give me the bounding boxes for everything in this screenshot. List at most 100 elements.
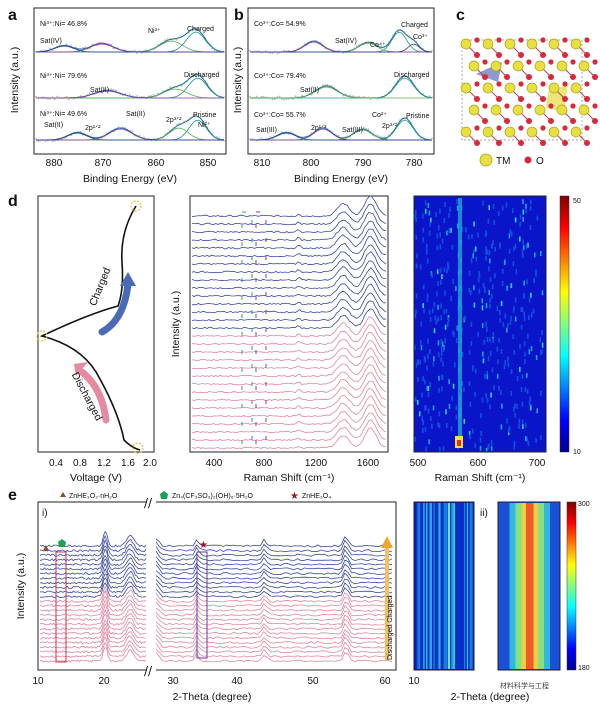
map-speckle (414, 313, 417, 319)
xps-component-peak (250, 132, 432, 141)
o-atom (496, 140, 502, 146)
map-column (469, 503, 471, 669)
legend-o-swatch (523, 155, 533, 165)
map-speckle (527, 440, 530, 446)
side-arrow (381, 536, 393, 548)
map-speckle (521, 401, 524, 407)
map-speckle (426, 365, 428, 371)
highlight-box-1 (55, 551, 67, 663)
map-speckle (491, 284, 494, 290)
map-speckle (511, 207, 514, 213)
tm-atom (548, 38, 560, 50)
map-speckle (427, 408, 430, 414)
map-speckle (456, 199, 458, 204)
map-speckle (455, 414, 458, 420)
map-speckle (414, 344, 416, 350)
map-speckle (499, 317, 501, 323)
o-atom (592, 118, 598, 124)
map-column (426, 503, 428, 669)
map-column (421, 503, 424, 669)
map-speckle (522, 209, 525, 215)
xrd-pattern-line (39, 585, 147, 603)
map-speckle (415, 210, 417, 216)
voltage-xtick-0.4: 0.4 (49, 458, 63, 469)
o-atom (496, 52, 502, 58)
xps-data-point (194, 113, 197, 116)
tm-atom (578, 104, 590, 116)
map-speckle (514, 217, 517, 223)
map-speckle (471, 428, 474, 434)
raman-spectra (191, 195, 387, 450)
map-speckle (532, 308, 535, 314)
map-speckle (509, 319, 512, 325)
map-speckle (523, 311, 526, 317)
xrd-pattern-line (40, 573, 147, 590)
map-speckle (480, 430, 482, 436)
map-speckle (432, 405, 435, 411)
map-speckle (426, 249, 428, 255)
map-speckle (501, 205, 504, 211)
map-speckle (541, 349, 543, 355)
map-speckle (482, 351, 484, 357)
xps-component-peak (36, 31, 225, 53)
xrd-pattern-line (155, 559, 393, 571)
xrd-pattern-line (39, 595, 147, 613)
map-speckle (448, 228, 451, 234)
map-speckle (486, 326, 488, 332)
map-speckle (480, 413, 482, 419)
map-column (502, 503, 504, 669)
voltage-frame (37, 195, 155, 453)
xps-data-point (271, 52, 274, 55)
charge-arrowhead (120, 272, 136, 286)
o-atom (562, 52, 568, 58)
xps-data-point (260, 95, 263, 98)
side-label: Discharged Charged (387, 596, 394, 660)
xrd-pattern-line (39, 539, 147, 557)
voltage-marker (130, 200, 142, 212)
map-speckle (485, 246, 487, 251)
xrd-pattern-line (39, 599, 147, 617)
xps-component-peak (36, 90, 224, 99)
xps-data-point (301, 94, 304, 97)
o-atom (526, 74, 532, 80)
map-speckle (448, 317, 450, 323)
map-speckle (427, 338, 429, 344)
xrd-pattern-line (39, 626, 147, 645)
xrd-patterns (39, 530, 393, 663)
map-speckle (526, 279, 528, 285)
map-speckle (514, 403, 516, 409)
xrd-pattern-line (155, 614, 393, 626)
map-speckle (427, 391, 430, 397)
map-column (423, 503, 425, 669)
xps-data-point (378, 135, 381, 138)
map-speckle (416, 399, 419, 405)
map-xtick-500: 500 (410, 458, 427, 469)
map-speckle (461, 381, 464, 386)
o-atom (570, 118, 576, 124)
o-atom (548, 74, 554, 80)
panel-a-row1-ratio: Ni³⁺:Ni= 46.8% (40, 21, 87, 28)
map-speckle (472, 253, 474, 259)
xps-data-point (176, 123, 178, 126)
map-speckle (446, 423, 448, 428)
map-speckle (523, 316, 526, 322)
raman-heatmap (414, 198, 544, 453)
map-speckle (479, 437, 482, 443)
map-speckle (526, 437, 528, 443)
map-speckle (422, 303, 424, 309)
raman-ylabel: Intensity (a.u.) (170, 291, 182, 358)
xps-data-point (79, 130, 82, 133)
xrd-pattern-line (155, 545, 393, 557)
xrd-xtick-30: 30 (167, 676, 179, 687)
map-speckle (437, 340, 440, 346)
map-speckle (540, 350, 542, 356)
map-speckle (508, 427, 510, 433)
xrd-pattern-line (39, 622, 147, 640)
panel-a-row2-state: Discharged (184, 72, 220, 79)
map-column (455, 503, 457, 669)
raman-spectrum-line (191, 371, 387, 394)
map-speckle (424, 426, 427, 432)
xrd-pattern-line (39, 613, 147, 631)
panel-a-row3-label5: Ni²⁺ (198, 122, 211, 129)
map-speckle (455, 286, 457, 291)
